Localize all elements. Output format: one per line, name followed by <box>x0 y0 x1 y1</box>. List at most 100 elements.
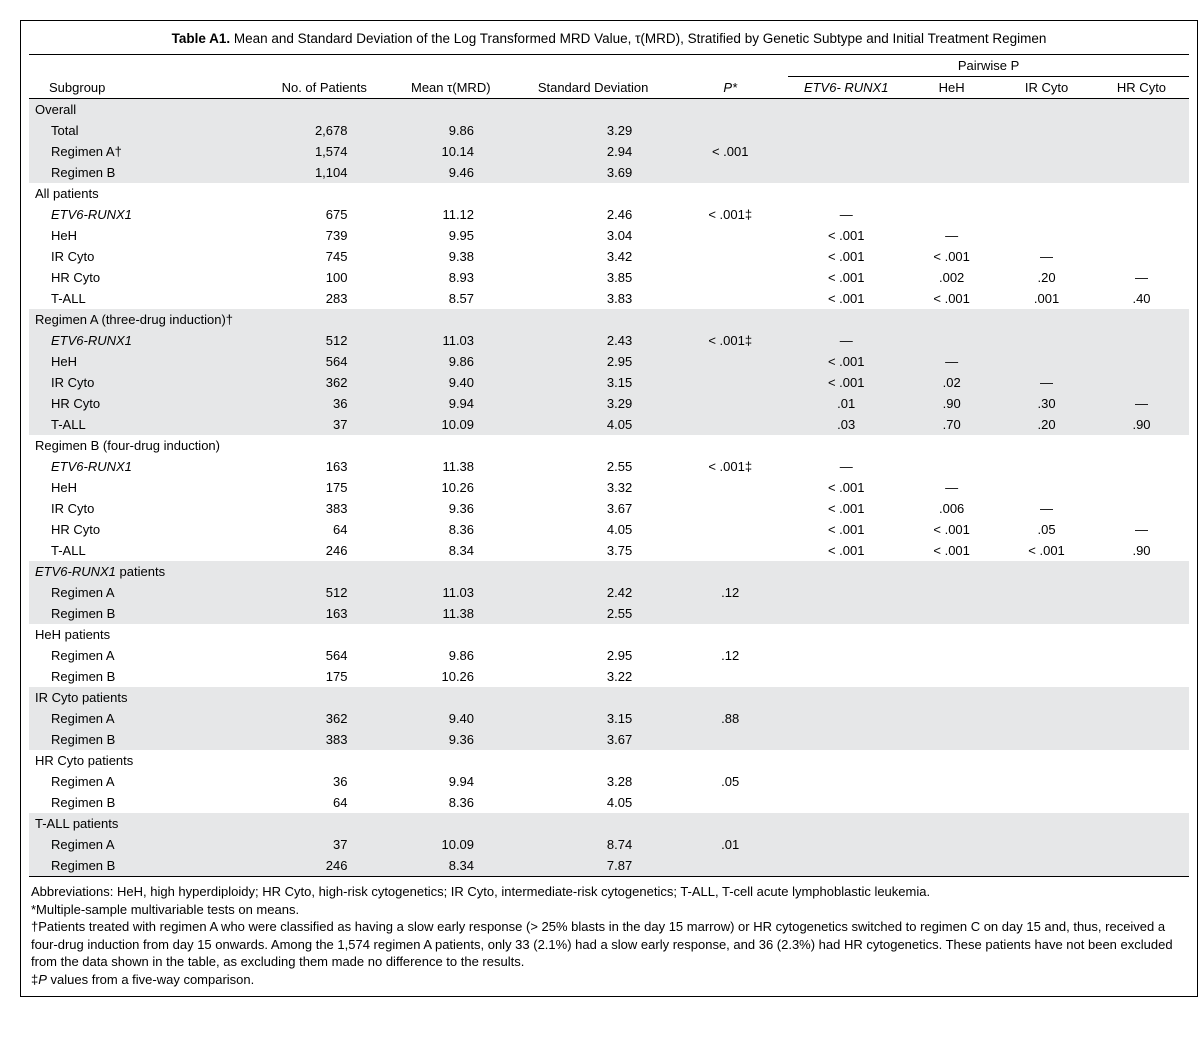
cell-heh: — <box>904 225 999 246</box>
cell-subgroup: HR Cyto <box>29 519 261 540</box>
cell-sd: 2.42 <box>514 582 672 603</box>
cell-mean: 10.09 <box>388 414 515 435</box>
cell-sd: 3.15 <box>514 372 672 393</box>
cell-ir <box>999 330 1094 351</box>
cell-etv6: .01 <box>788 393 904 414</box>
cell-n: 64 <box>261 519 388 540</box>
cell-heh <box>904 141 999 162</box>
section-header-row: Regimen B (four-drug induction) <box>29 435 1189 456</box>
cell-n: 64 <box>261 792 388 813</box>
cell-etv6: — <box>788 330 904 351</box>
table-row: HR Cyto648.364.05< .001< .001.05— <box>29 519 1189 540</box>
cell-ir: — <box>999 372 1094 393</box>
cell-subgroup: Regimen A <box>29 708 261 729</box>
cell-n: 362 <box>261 708 388 729</box>
cell-etv6: < .001 <box>788 351 904 372</box>
cell-sd: 8.74 <box>514 834 672 855</box>
cell-hr <box>1094 729 1189 750</box>
cell-mean: 8.36 <box>388 792 515 813</box>
cell-ir <box>999 834 1094 855</box>
cell-etv6 <box>788 582 904 603</box>
cell-mean: 8.36 <box>388 519 515 540</box>
cell-sd: 3.29 <box>514 120 672 141</box>
cell-sd: 3.28 <box>514 771 672 792</box>
section-label: T-ALL patients <box>29 813 1189 834</box>
cell-heh: .70 <box>904 414 999 435</box>
cell-etv6 <box>788 729 904 750</box>
cell-n: 512 <box>261 582 388 603</box>
section-label: Overall <box>29 99 1189 121</box>
cell-n: 739 <box>261 225 388 246</box>
cell-etv6 <box>788 834 904 855</box>
cell-etv6: — <box>788 204 904 225</box>
header-row-1: Pairwise P <box>29 55 1189 77</box>
cell-subgroup: Regimen A <box>29 834 261 855</box>
cell-sd: 3.69 <box>514 162 672 183</box>
cell-p <box>672 792 788 813</box>
cell-sd: 2.55 <box>514 603 672 624</box>
cell-mean: 9.40 <box>388 372 515 393</box>
cell-hr: — <box>1094 393 1189 414</box>
section-header-row: HR Cyto patients <box>29 750 1189 771</box>
cell-subgroup: IR Cyto <box>29 372 261 393</box>
footnote-line: ‡P values from a five-way comparison. <box>31 971 1187 989</box>
cell-sd: 3.67 <box>514 729 672 750</box>
cell-heh <box>904 330 999 351</box>
header-row-2: Subgroup No. of Patients Mean τ(MRD) Sta… <box>29 77 1189 99</box>
cell-sd: 7.87 <box>514 855 672 877</box>
cell-mean: 10.26 <box>388 477 515 498</box>
table-row: T-ALL2838.573.83< .001< .001.001.40 <box>29 288 1189 309</box>
cell-sd: 3.29 <box>514 393 672 414</box>
cell-heh: — <box>904 351 999 372</box>
cell-sd: 3.32 <box>514 477 672 498</box>
cell-n: 564 <box>261 351 388 372</box>
cell-hr: — <box>1094 267 1189 288</box>
section-header-row: HeH patients <box>29 624 1189 645</box>
table-row: Regimen A3629.403.15.88 <box>29 708 1189 729</box>
cell-subgroup: Regimen A <box>29 771 261 792</box>
cell-sd: 2.46 <box>514 204 672 225</box>
cell-n: 383 <box>261 729 388 750</box>
section-header-row: Regimen A (three-drug induction)† <box>29 309 1189 330</box>
cell-etv6: — <box>788 456 904 477</box>
cell-subgroup: Total <box>29 120 261 141</box>
cell-subgroup: Regimen A <box>29 582 261 603</box>
cell-p: .88 <box>672 708 788 729</box>
table-row: Regimen B3839.363.67 <box>29 729 1189 750</box>
cell-hr <box>1094 771 1189 792</box>
cell-n: 1,574 <box>261 141 388 162</box>
cell-subgroup: T-ALL <box>29 540 261 561</box>
cell-hr <box>1094 834 1189 855</box>
cell-subgroup: IR Cyto <box>29 246 261 267</box>
cell-heh: .02 <box>904 372 999 393</box>
cell-subgroup: Regimen B <box>29 729 261 750</box>
cell-p: .12 <box>672 582 788 603</box>
cell-n: 36 <box>261 393 388 414</box>
footnote-line: †Patients treated with regimen A who wer… <box>31 918 1187 971</box>
cell-hr <box>1094 204 1189 225</box>
cell-sd: 3.67 <box>514 498 672 519</box>
cell-sd: 2.55 <box>514 456 672 477</box>
header-mean: Mean τ(MRD) <box>388 77 515 99</box>
data-table: Pairwise P Subgroup No. of Patients Mean… <box>29 54 1189 877</box>
cell-mean: 11.03 <box>388 330 515 351</box>
cell-mean: 9.36 <box>388 498 515 519</box>
cell-etv6 <box>788 708 904 729</box>
cell-ir <box>999 708 1094 729</box>
cell-ir <box>999 771 1094 792</box>
cell-mean: 11.12 <box>388 204 515 225</box>
header-heh: HeH <box>904 77 999 99</box>
cell-mean: 9.86 <box>388 351 515 372</box>
cell-mean: 10.14 <box>388 141 515 162</box>
cell-subgroup: IR Cyto <box>29 498 261 519</box>
cell-p <box>672 225 788 246</box>
cell-subgroup: ETV6-RUNX1 <box>29 330 261 351</box>
cell-n: 745 <box>261 246 388 267</box>
footnote-line: *Multiple-sample multivariable tests on … <box>31 901 1187 919</box>
cell-ir <box>999 645 1094 666</box>
cell-subgroup: T-ALL <box>29 288 261 309</box>
section-header-row: Overall <box>29 99 1189 121</box>
cell-hr <box>1094 792 1189 813</box>
cell-p <box>672 414 788 435</box>
cell-ir <box>999 162 1094 183</box>
